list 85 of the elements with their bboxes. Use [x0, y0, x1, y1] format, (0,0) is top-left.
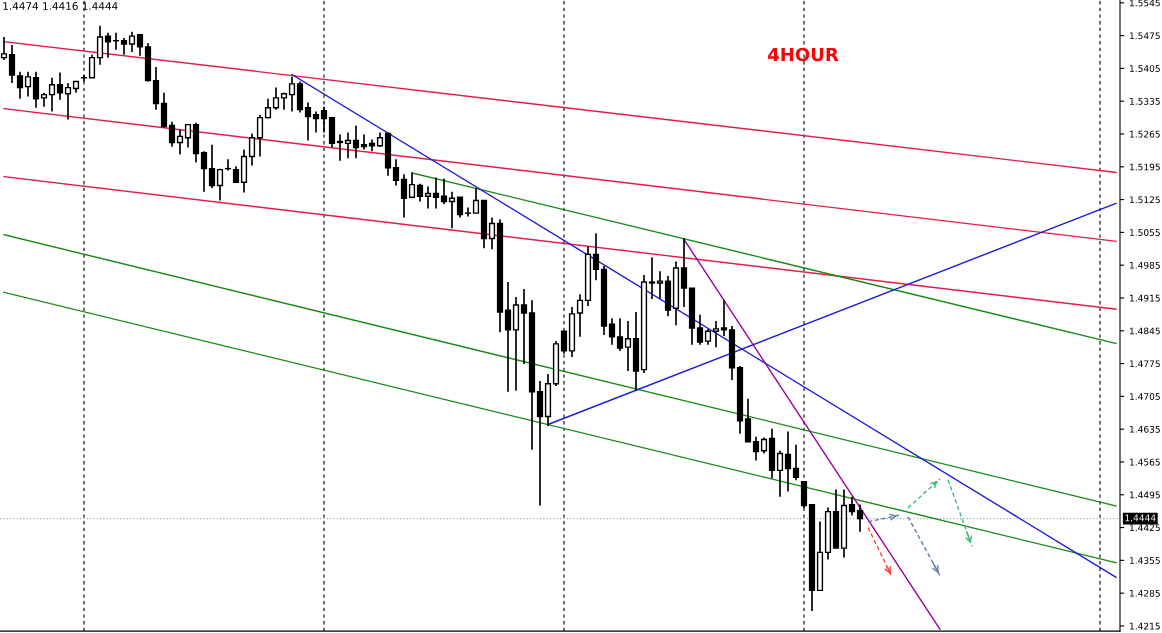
candlestick: [608, 317, 616, 346]
candlestick: [184, 123, 192, 149]
y-tick-label: 1.4775: [1130, 360, 1160, 368]
y-tick-label: 1.4425: [1130, 524, 1160, 532]
candlestick: [344, 131, 352, 160]
candlestick: [168, 120, 176, 148]
candlestick: [616, 317, 624, 352]
y-tick-label: 1.4635: [1130, 425, 1160, 433]
candlestick: [312, 110, 320, 134]
candlestick: [592, 232, 600, 282]
y-tick-label: 1.5055: [1130, 229, 1160, 236]
candlestick: [336, 133, 344, 162]
candlestick: [408, 171, 416, 200]
candlestick: [784, 430, 792, 493]
candlestick: [272, 86, 280, 111]
y-tick-label: 1.5545: [1130, 0, 1160, 7]
candlestick: [248, 132, 256, 167]
candlestick: [16, 70, 24, 100]
y-tick-label: 1.5405: [1130, 65, 1160, 72]
candlestick: [448, 190, 456, 230]
candlestick: [752, 435, 760, 462]
candlestick: [648, 256, 656, 300]
candlestick: [744, 397, 752, 443]
candlestick: [504, 281, 512, 393]
candlestick: [856, 503, 864, 533]
y-tick-label: 1.4705: [1130, 393, 1160, 400]
candlestick: [424, 185, 432, 210]
candlestick: [24, 70, 32, 98]
candlestick: [0, 36, 8, 61]
candlestick: [456, 196, 464, 219]
candlestick: [720, 299, 728, 337]
candlestick: [696, 314, 704, 346]
candlestick: [304, 101, 312, 142]
candlestick: [488, 216, 496, 251]
candlestick: [264, 98, 272, 120]
candlestick: [48, 76, 56, 113]
y-tick-label: 1.4845: [1130, 327, 1160, 335]
candlestick: [256, 113, 264, 158]
candlestick: [656, 270, 664, 300]
annotation: 4HOUR: [768, 47, 839, 62]
y-tick-label: 1.5475: [1130, 32, 1160, 40]
candlestick: [32, 70, 40, 109]
candlestick: [216, 167, 224, 202]
candlestick: [440, 177, 448, 206]
candlestick: [472, 187, 480, 215]
y-tick-label: 1.4355: [1130, 557, 1160, 564]
y-tick-label: 1.4565: [1130, 458, 1160, 466]
candlestick: [152, 66, 160, 111]
candlestick: [776, 449, 784, 498]
candlestick: [624, 320, 632, 372]
candlestick: [128, 31, 136, 53]
y-tick-label: 1.5265: [1130, 130, 1160, 138]
y-tick-label: 1.4495: [1130, 491, 1160, 499]
candlestick: [432, 176, 440, 210]
candlestick: [792, 443, 800, 482]
candlestick: [136, 33, 144, 57]
candlestick: [576, 293, 584, 338]
candlestick: [160, 91, 168, 129]
candlestick: [104, 31, 112, 59]
candlestick: [8, 44, 16, 84]
candlestick: [208, 143, 216, 190]
y-tick-label: 1.5335: [1130, 97, 1160, 105]
candlestick: [88, 53, 96, 79]
annotation: 1.4474 1.4416 1.4444: [3, 2, 118, 10]
y-tick-label: 1.4215: [1130, 622, 1160, 630]
candlestick: [64, 82, 72, 121]
y-tick-label: 1.5125: [1130, 196, 1160, 204]
candlestick: [200, 150, 208, 193]
candlestick: [848, 495, 856, 517]
candlestick: [176, 128, 184, 156]
y-tick-label: 1.4915: [1130, 294, 1160, 302]
candlestick: [56, 71, 64, 101]
candlestick: [288, 76, 296, 113]
candlestick: [392, 158, 400, 187]
candlestick: [352, 124, 360, 160]
y-tick-label: 1.4985: [1130, 261, 1160, 269]
y-tick-label: 1.5195: [1130, 163, 1160, 171]
candlestick: [520, 288, 528, 365]
candlestick: [360, 133, 368, 151]
candlestick: [712, 320, 720, 349]
ref-line-label: 1.4444: [1125, 514, 1156, 522]
candlestick: [96, 24, 104, 66]
candlestick: [400, 173, 408, 219]
y-tick-label: 1.4285: [1130, 589, 1160, 597]
candlestick: [680, 237, 688, 308]
